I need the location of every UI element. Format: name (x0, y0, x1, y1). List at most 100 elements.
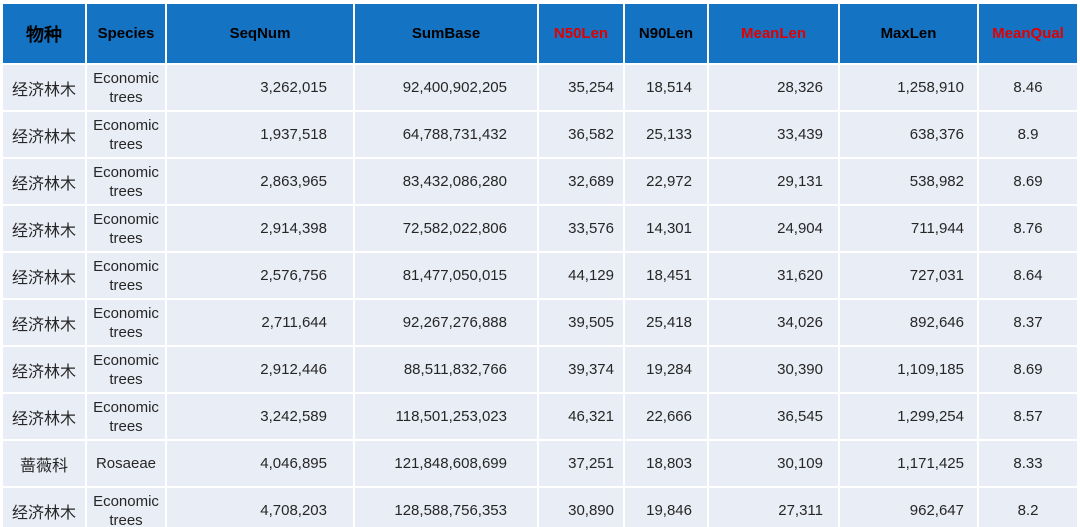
column-header-n50len: N50Len (539, 4, 623, 63)
table-row: 经济林木 Economic trees 3,262,015 92,400,902,20… (3, 65, 1077, 110)
cell-meanqual: 8.37 (979, 300, 1077, 345)
cell-n90len: 18,803 (625, 441, 707, 486)
cell-maxlen: 727,031 (840, 253, 977, 298)
table-row: 蔷薇科 Rosaeae 4,046,895 121,848,608,699 37,251… (3, 441, 1077, 486)
cell-meanlen: 36,545 (709, 394, 838, 439)
cell-sumbase: 92,400,902,205 (355, 65, 537, 110)
cell-maxlen: 711,944 (840, 206, 977, 251)
cell-n50len: 39,505 (539, 300, 623, 345)
cell-maxlen: 1,258,910 (840, 65, 977, 110)
cell-seqnum: 4,046,895 (167, 441, 353, 486)
cell-meanqual: 8.57 (979, 394, 1077, 439)
cell-n90len: 22,666 (625, 394, 707, 439)
cell-maxlen: 962,647 (840, 488, 977, 527)
cell-n50len: 32,689 (539, 159, 623, 204)
column-header-meanqual: MeanQual (979, 4, 1077, 63)
cell-species-cn: 经济林木 (3, 488, 85, 527)
cell-sumbase: 128,588,756,353 (355, 488, 537, 527)
cell-sumbase: 72,582,022,806 (355, 206, 537, 251)
cell-n50len: 39,374 (539, 347, 623, 392)
header-row: 物种 Species SeqNum SumBase N50Len N90Len MeanLe… (3, 4, 1077, 63)
cell-meanlen: 24,904 (709, 206, 838, 251)
cell-n50len: 33,576 (539, 206, 623, 251)
cell-species-cn: 蔷薇科 (3, 441, 85, 486)
cell-n50len: 46,321 (539, 394, 623, 439)
cell-n50len: 35,254 (539, 65, 623, 110)
table-row: 经济林木 Economic trees 4,708,203 128,588,756,3… (3, 488, 1077, 527)
cell-species-cn: 经济林木 (3, 253, 85, 298)
cell-sumbase: 88,511,832,766 (355, 347, 537, 392)
cell-seqnum: 2,576,756 (167, 253, 353, 298)
cell-species-en: Economic trees (87, 65, 165, 110)
cell-species-cn: 经济林木 (3, 159, 85, 204)
cell-meanlen: 27,311 (709, 488, 838, 527)
column-header-sumbase: SumBase (355, 4, 537, 63)
cell-n90len: 22,972 (625, 159, 707, 204)
cell-meanlen: 29,131 (709, 159, 838, 204)
cell-species-cn: 经济林木 (3, 112, 85, 157)
table-row: 经济林木 Economic trees 2,863,965 83,432,086,28… (3, 159, 1077, 204)
column-header-meanlen: MeanLen (709, 4, 838, 63)
cell-n90len: 14,301 (625, 206, 707, 251)
cell-meanqual: 8.69 (979, 347, 1077, 392)
table-row: 经济林木 Economic trees 3,242,589 118,501,253,0… (3, 394, 1077, 439)
cell-sumbase: 83,432,086,280 (355, 159, 537, 204)
table-row: 经济林木 Economic trees 2,576,756 81,477,050,01… (3, 253, 1077, 298)
table-row: 经济林木 Economic trees 2,912,446 88,511,832,76… (3, 347, 1077, 392)
cell-meanqual: 8.2 (979, 488, 1077, 527)
cell-meanqual: 8.69 (979, 159, 1077, 204)
cell-meanlen: 34,026 (709, 300, 838, 345)
cell-seqnum: 4,708,203 (167, 488, 353, 527)
table-row: 经济林木 Economic trees 1,937,518 64,788,731,43… (3, 112, 1077, 157)
table-row: 经济林木 Economic trees 2,914,398 72,582,022,80… (3, 206, 1077, 251)
cell-meanlen: 30,109 (709, 441, 838, 486)
cell-species-cn: 经济林木 (3, 300, 85, 345)
cell-n50len: 30,890 (539, 488, 623, 527)
cell-n90len: 25,418 (625, 300, 707, 345)
cell-sumbase: 121,848,608,699 (355, 441, 537, 486)
cell-meanqual: 8.64 (979, 253, 1077, 298)
cell-meanlen: 28,326 (709, 65, 838, 110)
cell-meanqual: 8.76 (979, 206, 1077, 251)
cell-maxlen: 1,109,185 (840, 347, 977, 392)
cell-meanqual: 8.46 (979, 65, 1077, 110)
cell-seqnum: 3,262,015 (167, 65, 353, 110)
cell-sumbase: 81,477,050,015 (355, 253, 537, 298)
cell-species-cn: 经济林木 (3, 394, 85, 439)
cell-meanqual: 8.33 (979, 441, 1077, 486)
cell-sumbase: 118,501,253,023 (355, 394, 537, 439)
column-header-species-cn: 物种 (3, 4, 85, 63)
cell-maxlen: 892,646 (840, 300, 977, 345)
cell-species-cn: 经济林木 (3, 347, 85, 392)
cell-seqnum: 2,914,398 (167, 206, 353, 251)
cell-meanqual: 8.9 (979, 112, 1077, 157)
cell-species-en: Economic trees (87, 253, 165, 298)
column-header-seqnum: SeqNum (167, 4, 353, 63)
cell-n90len: 25,133 (625, 112, 707, 157)
cell-species-en: Economic trees (87, 112, 165, 157)
cell-n50len: 44,129 (539, 253, 623, 298)
cell-n90len: 18,514 (625, 65, 707, 110)
table-body: 经济林木 Economic trees 3,262,015 92,400,902,20… (3, 65, 1077, 527)
cell-meanlen: 31,620 (709, 253, 838, 298)
column-header-species-en: Species (87, 4, 165, 63)
cell-sumbase: 92,267,276,888 (355, 300, 537, 345)
cell-species-cn: 经济林木 (3, 65, 85, 110)
cell-n50len: 36,582 (539, 112, 623, 157)
column-header-n90len: N90Len (625, 4, 707, 63)
cell-meanlen: 30,390 (709, 347, 838, 392)
column-header-maxlen: MaxLen (840, 4, 977, 63)
cell-n90len: 19,284 (625, 347, 707, 392)
cell-maxlen: 1,299,254 (840, 394, 977, 439)
cell-meanlen: 33,439 (709, 112, 838, 157)
cell-species-en: Economic trees (87, 159, 165, 204)
cell-seqnum: 2,912,446 (167, 347, 353, 392)
cell-maxlen: 638,376 (840, 112, 977, 157)
cell-seqnum: 2,711,644 (167, 300, 353, 345)
cell-species-en: Economic trees (87, 488, 165, 527)
cell-species-en: Economic trees (87, 347, 165, 392)
cell-seqnum: 3,242,589 (167, 394, 353, 439)
cell-species-en: Economic trees (87, 300, 165, 345)
